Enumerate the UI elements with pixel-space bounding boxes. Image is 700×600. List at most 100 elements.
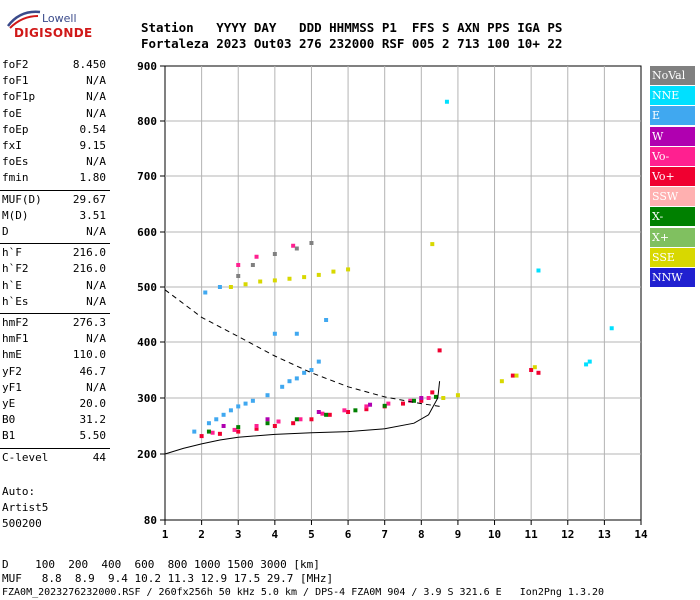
params-separator <box>0 447 110 449</box>
data-point <box>584 362 589 367</box>
data-point <box>441 396 446 400</box>
data-point <box>243 282 248 287</box>
data-point <box>408 398 413 403</box>
param-value: 276.3 <box>72 316 106 329</box>
data-point <box>265 421 270 426</box>
data-point <box>276 419 281 424</box>
data-point <box>419 398 424 403</box>
data-point <box>499 379 504 384</box>
data-point <box>298 417 303 422</box>
param-name: foEs <box>2 155 29 169</box>
params-separator <box>0 189 110 191</box>
data-point <box>294 331 299 336</box>
data-point <box>228 285 233 289</box>
y-tick-label: 900 <box>137 60 157 73</box>
data-point <box>228 408 233 413</box>
x-tick-label: 7 <box>381 528 388 541</box>
data-point <box>250 263 255 267</box>
data-point <box>411 398 416 403</box>
data-point <box>364 404 369 409</box>
param-name: yF2 <box>2 364 22 378</box>
y-tick-label: 400 <box>137 336 157 349</box>
data-point <box>309 241 314 245</box>
param-name: C-level <box>2 450 49 464</box>
x-tick-label: 11 <box>525 528 539 541</box>
x-tick-label: 14 <box>634 528 648 541</box>
param-name: foF1p <box>2 90 36 104</box>
auto-label: Auto: <box>2 485 36 498</box>
param-value: 3.51 <box>79 208 107 222</box>
y-tick-label: 200 <box>137 448 157 461</box>
param-row: h`Es N/A <box>2 295 106 311</box>
param-name: foE <box>2 106 22 120</box>
profile-curve <box>164 381 441 455</box>
data-point <box>236 263 241 267</box>
param-value: N/A <box>86 90 106 104</box>
param-name: D <box>2 225 9 238</box>
x-tick-label: 1 <box>162 528 169 541</box>
x-tick-label: 13 <box>598 528 611 541</box>
legend-item: X- <box>650 207 695 227</box>
data-point <box>206 429 211 434</box>
data-point <box>236 425 241 430</box>
data-point <box>346 267 351 272</box>
param-row: h`F 216.0 <box>2 246 106 262</box>
param-row: hmF1 N/A <box>2 332 106 348</box>
param-name: h`F2 <box>2 262 29 276</box>
param-name: hmF1 <box>2 332 29 346</box>
data-point <box>236 404 241 409</box>
data-point <box>419 396 424 400</box>
param-value: 8.450 <box>72 58 106 71</box>
data-point <box>294 376 299 381</box>
data-point <box>316 272 321 277</box>
data-point <box>265 393 270 398</box>
data-point <box>232 427 237 432</box>
footer-file-info: FZA0M_2023276232000.RSF / 260fx256h 50 k… <box>2 587 605 598</box>
data-point <box>587 359 592 364</box>
param-name: fmin <box>2 171 29 185</box>
param-name: foF1 <box>2 74 29 88</box>
data-point <box>254 426 259 431</box>
param-name: foEp <box>2 122 29 136</box>
param-row: M(D) 3.51 <box>2 209 106 225</box>
data-point <box>320 411 325 416</box>
data-point <box>536 268 541 273</box>
data-point <box>206 421 211 426</box>
data-point <box>272 424 277 428</box>
data-point <box>316 359 321 364</box>
data-point <box>510 373 515 378</box>
data-point <box>455 393 460 398</box>
auto-code: 500200 <box>2 517 42 530</box>
legend-item: NNW <box>650 268 695 287</box>
param-name: h`Es <box>2 294 29 308</box>
param-row: D N/A <box>2 225 106 241</box>
param-row: fmin 1.80 <box>2 171 106 187</box>
data-point <box>353 408 358 413</box>
data-point <box>302 370 307 375</box>
param-row: C-level 44 <box>2 451 106 467</box>
params-separator <box>0 243 110 245</box>
param-row: fxI 9.15 <box>2 139 106 155</box>
params-separator <box>0 313 110 314</box>
x-tick-label: 5 <box>308 528 315 541</box>
param-value: 1.80 <box>79 171 107 185</box>
data-point <box>342 408 347 413</box>
logo-swoosh-icon <box>7 10 41 29</box>
x-tick-label: 12 <box>561 528 574 541</box>
data-point <box>430 390 435 395</box>
data-point <box>386 401 391 406</box>
param-value: N/A <box>86 332 106 346</box>
x-tick-label: 3 <box>235 528 242 541</box>
param-row: MUF(D) 29.67 <box>2 193 106 209</box>
param-name: yE <box>2 397 16 410</box>
param-value: 29.67 <box>72 192 106 206</box>
auto-program: Artist5 <box>2 501 49 514</box>
ionogram-plot: 1 2 3 4 5 6 7 8 9 10 11 12 13 14802003004005006007008… <box>137 60 648 541</box>
data-point <box>316 410 321 414</box>
param-row: foF1 N/A <box>2 74 106 90</box>
data-point <box>346 410 351 414</box>
param-value: N/A <box>86 106 106 120</box>
y-tick-label: 800 <box>137 115 157 128</box>
data-point <box>309 368 314 372</box>
param-row: h`E N/A <box>2 279 106 295</box>
